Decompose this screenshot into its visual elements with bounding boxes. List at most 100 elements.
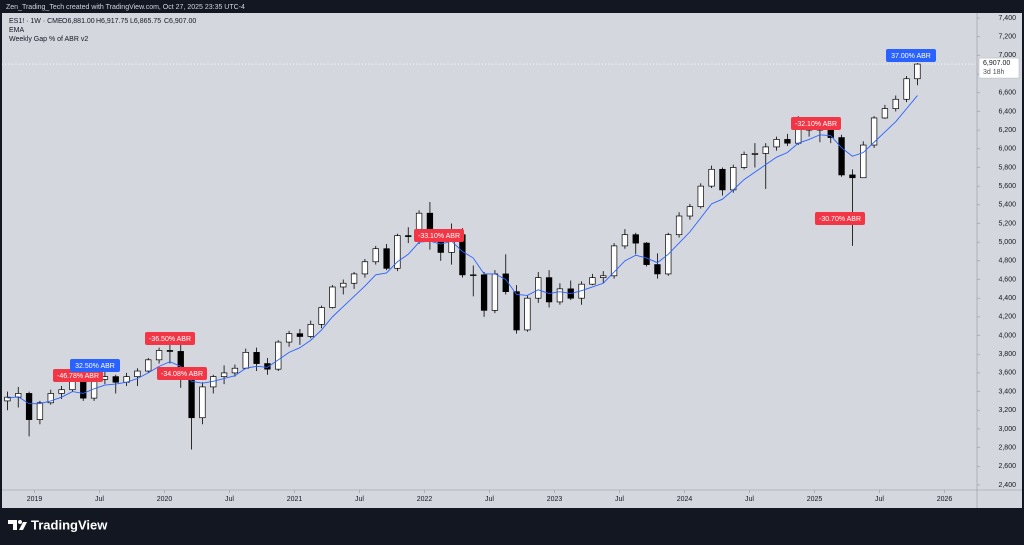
y-tick-label: 4,000 [998, 332, 1016, 339]
y-tick-label: 6,600 [998, 90, 1016, 97]
candle-body [545, 277, 553, 303]
candle-body [405, 235, 412, 237]
y-tick-label: 5,200 [998, 220, 1016, 227]
x-tick-label: Jul [355, 496, 364, 503]
candle-body [58, 389, 65, 394]
candle-body [762, 146, 769, 154]
candle-body [730, 167, 737, 191]
ohlc-value: H6,917.75 [96, 18, 128, 25]
y-tick-label: 6,000 [998, 146, 1016, 153]
candle-body [697, 185, 704, 208]
candle-body [849, 174, 856, 179]
candle-body [643, 242, 650, 265]
x-tick-label: 2021 [287, 496, 303, 503]
credit: Zen_Trading_Tech created with TradingVie… [6, 4, 245, 11]
ohlc-value: O6,881.00 [62, 18, 95, 25]
symbol: ES1! · 1W · CME [9, 18, 63, 25]
x-tick-label: Jul [485, 496, 494, 503]
x-tick-label: 2020 [157, 496, 173, 503]
candle-body [610, 245, 618, 277]
candle-body [36, 402, 44, 420]
annotation-label: -33.10% ABR [418, 233, 460, 240]
indicator-legend: Weekly Gap % of ABR v2 [9, 36, 88, 43]
annotation-box [791, 117, 841, 130]
candle-body [535, 277, 542, 299]
x-tick-label: Jul [745, 496, 754, 503]
y-tick-label: 4,800 [998, 258, 1016, 265]
x-tick-label: Jul [95, 496, 104, 503]
candle-body [892, 98, 899, 109]
price-tag [978, 57, 1020, 79]
y-tick-label: 3,600 [998, 370, 1016, 377]
candle-body [719, 168, 726, 191]
annotation: 32.50% ABR [70, 359, 120, 372]
x-tick-label: Jul [225, 496, 234, 503]
candle-body [708, 168, 715, 187]
y-tick-label: 7,400 [998, 15, 1016, 22]
annotation: -32.10% ABR [791, 117, 841, 130]
candle-body [25, 393, 33, 420]
y-tick-label: 6,200 [998, 127, 1016, 134]
candle-body [654, 264, 661, 275]
candle-body [296, 333, 304, 337]
candle-body [480, 274, 488, 311]
y-tick-label: 7,000 [998, 52, 1016, 59]
y-tick-label: 7,200 [998, 34, 1016, 41]
countdown: 3d 18h [983, 69, 1005, 76]
candle-body [675, 215, 683, 236]
x-tick-label: 2025 [807, 496, 823, 503]
y-tick-label: 2,600 [998, 463, 1016, 470]
candle-body [870, 117, 878, 146]
candle-body [513, 291, 520, 331]
y-tick-label: 3,000 [998, 426, 1016, 433]
candle-body [231, 367, 239, 374]
y-tick-label: 3,800 [998, 351, 1016, 358]
candle-body [470, 274, 477, 276]
candle-body [600, 275, 607, 278]
x-tick-label: 2019 [27, 496, 43, 503]
candle-body [860, 144, 867, 179]
ema-line [7, 95, 918, 405]
candle-body [220, 372, 228, 377]
annotation-label: -36.50% ABR [149, 336, 191, 343]
x-tick-label: 2023 [547, 496, 563, 503]
candle-body [340, 282, 347, 288]
candle-body [242, 352, 249, 369]
candle-body [589, 277, 596, 285]
candle-body [361, 261, 369, 275]
candle-body [253, 352, 260, 364]
y-tick-label: 2,400 [998, 482, 1016, 489]
candle-body [275, 341, 282, 370]
candle-body [47, 393, 54, 404]
x-tick-label: 2026 [937, 496, 953, 503]
candle-body [751, 153, 759, 155]
candle-body [632, 234, 639, 244]
ohlc-value: L6,865.75 [130, 18, 161, 25]
annotation-label: 37.00% ABR [891, 53, 931, 60]
price-tag-label: 6,907.00 [983, 60, 1010, 67]
annotation-label: -32.10% ABR [795, 121, 837, 128]
candle-body [773, 139, 780, 148]
candle-body [372, 248, 379, 263]
candle-body [155, 350, 163, 361]
candle-body [4, 396, 11, 402]
annotation-label: -30.70% ABR [819, 216, 861, 223]
candle-body [621, 234, 629, 247]
annotation-box [157, 367, 207, 380]
x-tick-label: Jul [615, 496, 624, 503]
candle-body [264, 363, 271, 370]
annotation: 37.00% ABR [886, 49, 936, 62]
candle-body [134, 370, 141, 377]
annotation-label: 32.50% ABR [75, 363, 115, 370]
candle-body [112, 376, 119, 383]
annotation-box [886, 49, 936, 62]
plot-background [2, 13, 1022, 508]
y-tick-label: 3,400 [998, 388, 1016, 395]
annotation-box [815, 212, 865, 225]
y-tick-label: 4,400 [998, 295, 1016, 302]
candles [4, 63, 921, 450]
candle-body [394, 235, 401, 269]
candle-body [188, 376, 195, 419]
